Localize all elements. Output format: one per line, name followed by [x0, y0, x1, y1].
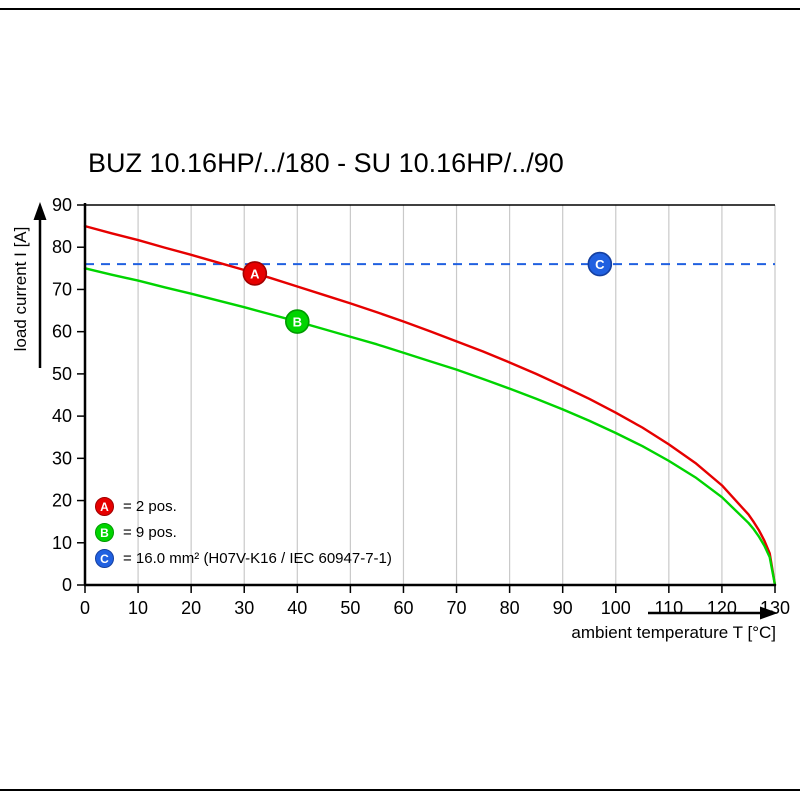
legend-marker-a-icon: A: [95, 497, 114, 516]
curve-b: [83, 267, 777, 587]
svg-text:120: 120: [707, 598, 737, 618]
svg-text:110: 110: [654, 598, 683, 618]
legend-label-c: = 16.0 mm² (H07V-K16 / IEC 60947-7-1): [123, 550, 392, 567]
legend-marker-c-icon: C: [95, 549, 114, 568]
gridlines: [137, 205, 776, 585]
svg-text:90: 90: [553, 598, 573, 618]
page-top-rule: [0, 8, 800, 10]
svg-text:60: 60: [52, 322, 72, 342]
svg-text:0: 0: [80, 598, 90, 618]
marker-a: A: [242, 261, 268, 286]
legend-label-a: = 2 pos.: [123, 498, 177, 515]
svg-text:80: 80: [52, 237, 72, 257]
svg-text:C: C: [595, 257, 605, 272]
svg-text:100: 100: [601, 598, 631, 618]
chart-title: BUZ 10.16HP/../180 - SU 10.16HP/../90: [88, 148, 564, 178]
svg-text:80: 80: [500, 598, 520, 618]
svg-text:30: 30: [234, 598, 254, 618]
svg-text:90: 90: [52, 195, 72, 215]
legend: A = 2 pos. B = 9 pos. C = 16.0 mm² (H07V…: [95, 497, 392, 568]
svg-text:40: 40: [52, 406, 72, 426]
legend-label-b: = 9 pos.: [123, 524, 177, 541]
svg-text:40: 40: [287, 598, 307, 618]
legend-marker-b-icon: B: [95, 523, 114, 542]
x-axis-label: ambient temperature T [°C]: [571, 623, 776, 642]
svg-text:0: 0: [62, 575, 72, 595]
svg-text:60: 60: [393, 598, 413, 618]
legend-item-c: C = 16.0 mm² (H07V-K16 / IEC 60947-7-1): [95, 549, 392, 568]
svg-text:70: 70: [447, 598, 467, 618]
legend-item-a: A = 2 pos.: [95, 497, 392, 516]
svg-text:10: 10: [128, 598, 148, 618]
svg-text:B: B: [293, 314, 302, 329]
svg-text:30: 30: [52, 448, 72, 468]
svg-text:70: 70: [52, 279, 72, 299]
marker-b: B: [285, 309, 310, 334]
marker-c: C: [587, 251, 613, 277]
axis-arrow-icons: [33, 202, 778, 620]
svg-text:A: A: [250, 266, 260, 281]
svg-text:50: 50: [340, 598, 360, 618]
svg-text:20: 20: [52, 491, 72, 511]
page-bottom-rule: [0, 789, 800, 791]
svg-text:50: 50: [52, 364, 72, 384]
svg-text:20: 20: [181, 598, 201, 618]
legend-item-b: B = 9 pos.: [95, 523, 392, 542]
svg-text:10: 10: [52, 533, 72, 553]
curve-a: [83, 224, 777, 587]
